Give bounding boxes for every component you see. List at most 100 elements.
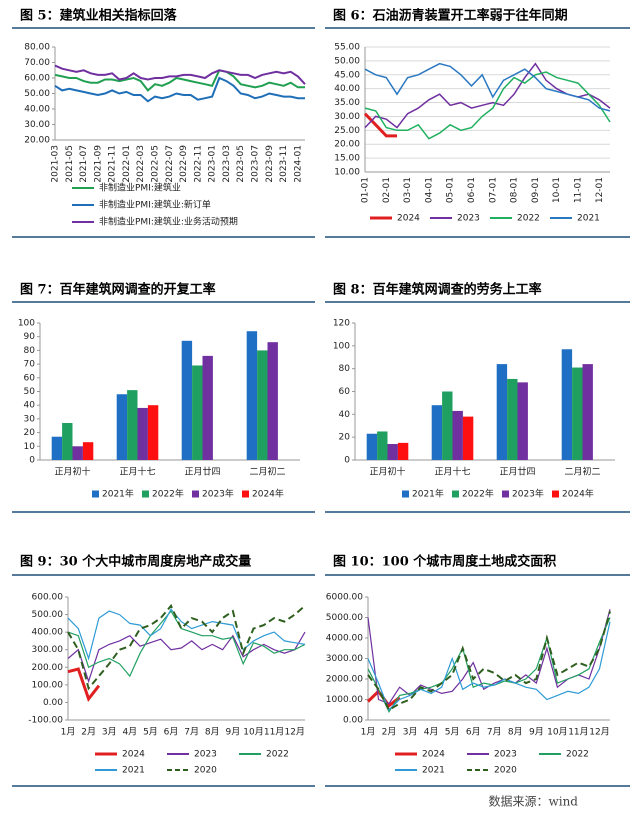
y-tick-label: 90	[24, 332, 36, 342]
x-tick-label: 2022-09	[179, 145, 189, 183]
x-tick-label: 09-01	[531, 177, 541, 203]
x-tick-label: 07-01	[488, 177, 498, 203]
y-tick-label: 45.00	[334, 70, 360, 80]
y-tick-label: 0.00	[43, 698, 63, 708]
y-tick-label: 30	[24, 414, 36, 424]
x-tick-label: 正月初十	[54, 466, 90, 478]
x-tick-label: 2022-05	[151, 145, 161, 183]
x-tick-label: 2021-11	[108, 145, 118, 183]
chart-title: 图 8：百年建筑网调查的劳务上工率	[333, 282, 542, 298]
bar	[366, 433, 378, 460]
legend-swatch	[502, 490, 509, 498]
series-line	[54, 64, 306, 85]
x-tick-label: 正月十七	[119, 466, 155, 478]
x-tick-label: 2022-11	[193, 145, 203, 183]
y-tick-label: 100	[333, 341, 350, 351]
y-tick-label: 40	[339, 410, 351, 420]
y-tick-label: 100.00	[32, 680, 64, 690]
x-tick-label: 二月初二	[564, 466, 600, 478]
x-tick-label: 12-01	[595, 177, 605, 203]
x-tick-label: 1月	[61, 727, 76, 738]
legend-label: 非制造业PMI:建筑业	[99, 182, 181, 194]
bar	[62, 423, 73, 460]
x-tick-label: 2021-03	[51, 145, 61, 183]
bar	[452, 410, 463, 460]
legend-label: 2022	[517, 214, 540, 224]
bar	[137, 407, 148, 460]
y-tick-label: 25.00	[334, 126, 360, 136]
y-tick-label: 5000.00	[326, 613, 363, 623]
series-line	[367, 609, 611, 705]
bar	[561, 349, 573, 460]
bar	[582, 364, 593, 460]
x-tick-label: 2021-07	[79, 145, 89, 183]
x-tick-label: 2023-03	[222, 145, 232, 183]
x-tick-label: 正月十七	[434, 466, 470, 478]
x-tick-label: 12月	[284, 727, 304, 738]
bar	[147, 405, 159, 460]
y-tick-label: 30.00	[24, 120, 50, 130]
legend-label: 2024年	[252, 488, 284, 500]
y-tick-label: 15.00	[334, 154, 360, 164]
x-tick-label: 01-01	[361, 177, 371, 203]
y-tick-label: 80	[339, 364, 351, 374]
x-tick-label: 9月	[529, 727, 544, 738]
bar	[257, 350, 268, 460]
series-line	[67, 667, 101, 703]
y-tick-label: 60	[24, 373, 36, 383]
y-tick-label: 10	[24, 442, 36, 452]
x-tick-label: 5月	[445, 727, 460, 738]
x-tick-label: 7月	[184, 727, 199, 738]
legend-label: 2021	[122, 766, 145, 776]
x-tick-label: 2023-05	[236, 145, 246, 183]
x-tick-label: 12月	[589, 727, 609, 738]
legend-swatch	[402, 490, 409, 498]
x-tick-label: 正月廿四	[184, 466, 220, 478]
y-tick-label: 30.00	[334, 112, 360, 122]
legend-label: 2022	[566, 750, 589, 760]
legend-swatch	[192, 490, 199, 498]
y-tick-label: 50.00	[334, 56, 360, 66]
y-tick-label: 6000.00	[326, 593, 363, 603]
legend-label: 2020	[194, 766, 217, 776]
y-tick-label: 20.00	[334, 140, 360, 150]
y-tick-label: 20	[24, 428, 36, 438]
legend-label: 2024年	[562, 488, 594, 500]
y-tick-label: 600.00	[32, 593, 64, 603]
y-tick-label: 120	[333, 319, 350, 329]
legend-label: 2024	[397, 214, 420, 224]
x-tick-label: 05-01	[446, 177, 456, 203]
bar	[387, 444, 398, 460]
x-tick-label: 8月	[205, 727, 220, 738]
x-tick-label: 04-01	[424, 177, 434, 203]
x-tick-label: 2023-01	[208, 145, 218, 183]
legend-swatch	[242, 490, 249, 498]
legend-label: 2024	[422, 750, 445, 760]
legend-label: 2023	[194, 750, 217, 760]
y-tick-label: 60.00	[24, 74, 50, 84]
bar	[202, 355, 213, 460]
series-line	[67, 610, 306, 678]
legend-label: 2023	[494, 750, 517, 760]
source: 数据来源：wind	[488, 794, 578, 809]
y-tick-label: 20	[339, 433, 351, 443]
x-tick-label: 2023-11	[279, 145, 289, 183]
x-tick-label: 9月	[226, 727, 241, 738]
bar	[572, 367, 583, 460]
legend-label: 2023年	[202, 488, 234, 500]
x-tick-label: 11月	[264, 727, 284, 738]
legend-label: 2021年	[102, 488, 134, 500]
bar	[517, 382, 528, 460]
legend-label: 2021	[422, 766, 445, 776]
x-tick-label: 2021-09	[93, 145, 103, 183]
y-tick-label: 1000.00	[326, 695, 363, 705]
legend-label: 2024	[122, 750, 145, 760]
series-line	[367, 617, 611, 714]
x-tick-label: 3月	[102, 727, 117, 738]
y-tick-label: 70.00	[24, 58, 50, 68]
series-line	[367, 611, 611, 712]
x-tick-label: 4月	[424, 727, 439, 738]
x-tick-label: 3月	[403, 727, 418, 738]
bar	[377, 431, 388, 460]
